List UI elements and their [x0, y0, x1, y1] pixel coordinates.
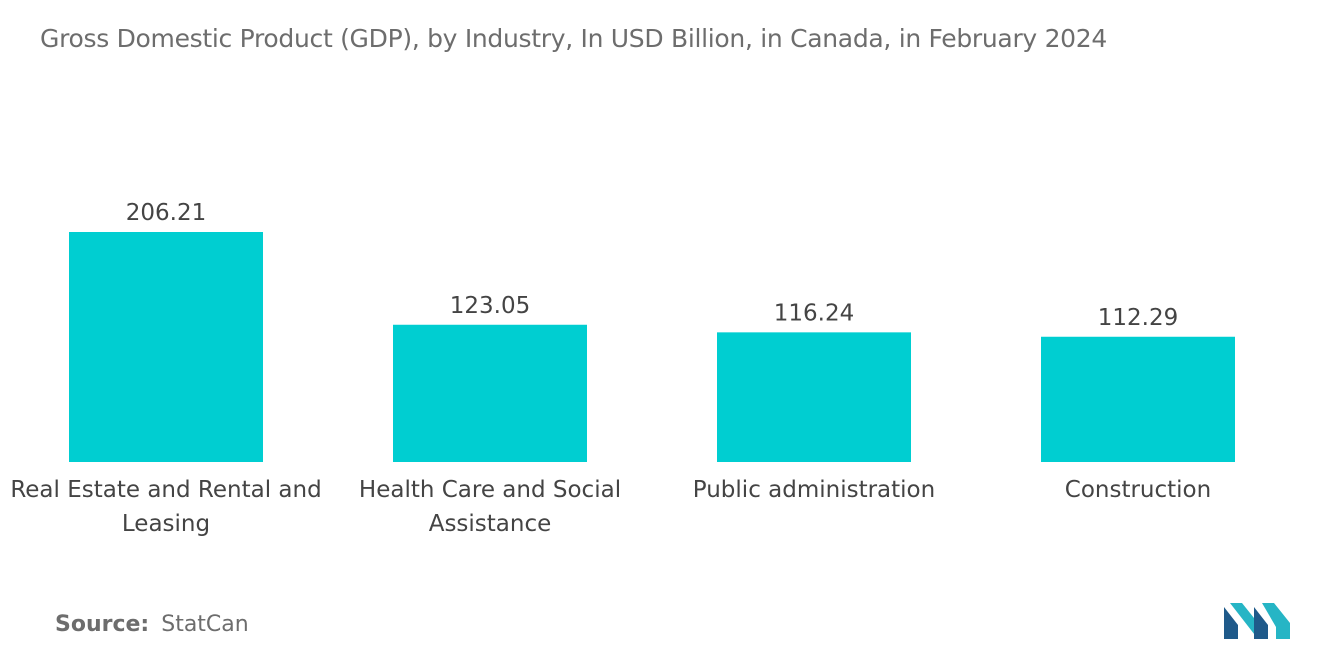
category-label-3-line-0: Construction: [1065, 477, 1211, 503]
category-label-1-line-0: Health Care and Social: [359, 477, 621, 503]
bar-3: [1041, 336, 1235, 462]
source-value: StatCan: [161, 612, 249, 637]
value-label-2: 116.24: [774, 300, 854, 326]
bar-chart: 206.21 Real Estate and Rental and Leasing 1…: [10, 200, 1235, 537]
value-label-0: 206.21: [126, 200, 206, 226]
value-label-3: 112.29: [1098, 305, 1178, 331]
category-label-1-line-1: Assistance: [429, 511, 552, 537]
logo-shape-mid: [1230, 603, 1258, 639]
mordor-intelligence-logo-icon: [1224, 603, 1290, 639]
category-label-2-line-0: Public administration: [693, 477, 935, 503]
chart-title: Gross Domestic Product (GDP), by Industr…: [40, 24, 1107, 53]
logo-shape-left: [1224, 607, 1238, 639]
bar-1: [393, 324, 587, 462]
value-label-1: 123.05: [450, 293, 530, 319]
category-label-0-line-0: Real Estate and Rental and: [10, 477, 321, 503]
category-label-0-line-1: Leasing: [122, 511, 210, 537]
bar-2: [717, 332, 911, 462]
bar-0: [69, 232, 263, 462]
source-note: Source: StatCan: [55, 612, 249, 637]
logo-shape-mid-right: [1254, 607, 1268, 639]
logo-shape-right: [1262, 603, 1290, 639]
source-label: Source:: [55, 612, 150, 637]
